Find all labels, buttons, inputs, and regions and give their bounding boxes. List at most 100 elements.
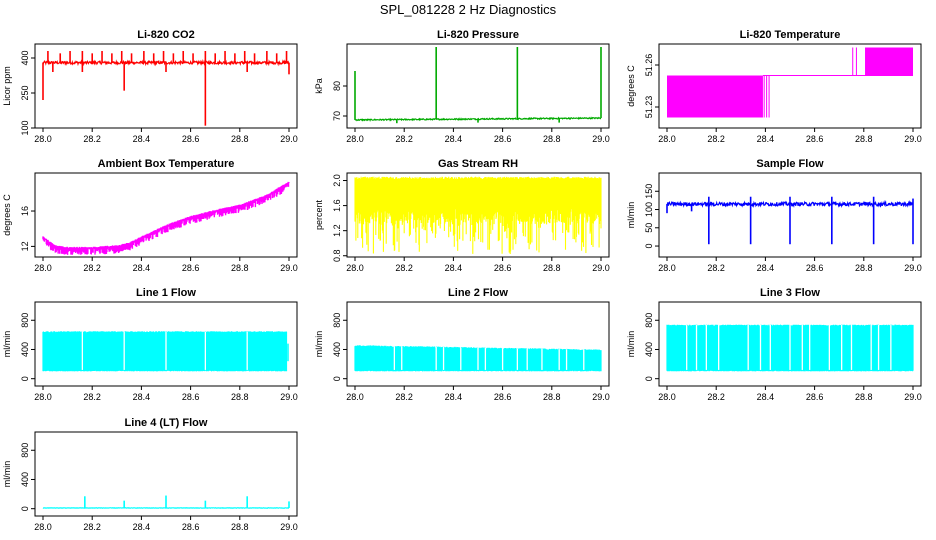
panel-line1: Line 1 Flow ml/min 28.0 28.2 28.4 28.6 28.8 29.… — [2, 287, 298, 402]
y-tick-label: 0 — [20, 506, 30, 511]
x-tick-label: 28.6 — [182, 522, 200, 532]
panel-title: Li-820 Pressure — [437, 29, 519, 41]
plot-frame — [346, 172, 610, 258]
x-tick-label: 28.8 — [855, 263, 873, 273]
y-tick-label: 0 — [644, 244, 654, 249]
low-block — [667, 75, 763, 118]
panel-sample_flow: Sample Flow ml/min 28.0 28.2 28.4 28.6 28.8 29.… — [626, 158, 922, 273]
x-tick-label: 28.4 — [757, 263, 775, 273]
x-tick-label: 28.6 — [806, 134, 824, 144]
series-rh — [354, 176, 602, 254]
series-line2 — [354, 345, 602, 372]
plot-frame — [34, 431, 298, 517]
x-tick-label: 28.4 — [133, 134, 151, 144]
x-tick-label: 28.2 — [395, 392, 413, 402]
y-tick-label: 800 — [20, 313, 30, 328]
x-tick-label: 28.2 — [83, 263, 101, 273]
x-tick-label: 28.2 — [83, 134, 101, 144]
y-axis-label: Licor ppm — [2, 66, 12, 106]
plot-frame — [658, 172, 922, 258]
y-tick-label: 100 — [20, 120, 30, 135]
x-tick-label: 28.0 — [658, 392, 676, 402]
x-tick-label: 29.0 — [904, 134, 922, 144]
x-tick-label: 29.0 — [592, 392, 610, 402]
x-tick-label: 29.0 — [280, 263, 298, 273]
x-tick-label: 28.8 — [855, 392, 873, 402]
y-tick-label: 800 — [332, 313, 342, 328]
series-band — [354, 176, 602, 254]
series-line3 — [666, 324, 914, 372]
y-axis-label: ml/min — [2, 461, 12, 488]
panel-line4: Line 4 (LT) Flow ml/min 28.0 28.2 28.4 28.6 28… — [2, 417, 298, 532]
y-tick-label: 51.23 — [644, 96, 654, 119]
series-sample_flow — [666, 196, 914, 245]
panel-title: Line 4 (LT) Flow — [125, 417, 208, 429]
x-tick-label: 28.8 — [543, 134, 561, 144]
y-tick-label: 2.0 — [332, 174, 342, 187]
y-tick-label: 250 — [20, 85, 30, 100]
x-tick-label: 28.2 — [395, 263, 413, 273]
panel-title: Sample Flow — [756, 158, 824, 170]
y-tick-label: 400 — [20, 342, 30, 357]
x-tick-label: 28.4 — [133, 522, 151, 532]
panel-title: Line 2 Flow — [448, 287, 508, 299]
x-tick-label: 28.2 — [83, 522, 101, 532]
x-tick-label: 28.6 — [806, 392, 824, 402]
x-tick-label: 28.8 — [543, 263, 561, 273]
series-ambient — [42, 181, 290, 255]
x-tick-label: 28.6 — [494, 134, 512, 144]
x-tick-label: 28.2 — [83, 392, 101, 402]
x-tick-label: 29.0 — [904, 263, 922, 273]
series-co2 — [42, 51, 290, 126]
y-tick-label: 80 — [332, 81, 342, 91]
y-tick-label: 800 — [20, 443, 30, 458]
y-tick-label: 0 — [332, 376, 342, 381]
y-axis-label: ml/min — [626, 331, 636, 358]
x-tick-label: 28.4 — [133, 392, 151, 402]
x-tick-label: 28.0 — [34, 134, 52, 144]
panel-title: Li-820 CO2 — [137, 29, 194, 41]
x-tick-label: 29.0 — [280, 522, 298, 532]
x-tick-label: 28.6 — [182, 263, 200, 273]
y-tick-label: 400 — [20, 472, 30, 487]
y-axis-label: ml/min — [314, 331, 324, 358]
panel-title: Line 3 Flow — [760, 287, 820, 299]
x-tick-label: 28.0 — [346, 263, 364, 273]
x-tick-label: 28.0 — [34, 263, 52, 273]
series-line1 — [42, 331, 289, 372]
y-tick-label: 1.2 — [332, 224, 342, 237]
x-tick-label: 28.6 — [806, 263, 824, 273]
figure-title: SPL_081228 2 Hz Diagnostics — [379, 2, 557, 17]
y-tick-label: 400 — [332, 342, 342, 357]
x-tick-label: 28.4 — [445, 263, 463, 273]
series-pressure — [354, 47, 602, 124]
y-tick-label: 51.26 — [644, 54, 654, 77]
y-tick-label: 150 — [644, 184, 654, 199]
panel-ambient: Ambient Box Temperature degrees C 28.0 28.2… — [2, 158, 298, 273]
x-tick-label: 28.0 — [658, 134, 676, 144]
x-tick-label: 28.4 — [445, 134, 463, 144]
plot-frame — [658, 301, 922, 387]
panel-title: Gas Stream RH — [438, 158, 518, 170]
series-line4 — [42, 495, 290, 510]
y-axis-label: ml/min — [626, 202, 636, 229]
x-tick-label: 28.2 — [707, 263, 725, 273]
series-block — [42, 331, 288, 372]
y-tick-label: 12 — [20, 241, 30, 251]
series-band — [42, 181, 290, 255]
x-tick-label: 28.6 — [494, 392, 512, 402]
y-axis-label: degrees C — [626, 65, 636, 107]
x-tick-label: 28.0 — [34, 522, 52, 532]
x-tick-label: 28.8 — [855, 134, 873, 144]
panel-title: Li-820 Temperature — [740, 29, 841, 41]
x-tick-label: 28.6 — [182, 392, 200, 402]
y-tick-label: 100 — [644, 202, 654, 217]
y-tick-label: 50 — [644, 223, 654, 233]
x-tick-label: 28.4 — [757, 134, 775, 144]
x-tick-label: 28.8 — [231, 392, 249, 402]
panel-temperature: Li-820 Temperature degrees C 28.0 28.2 28.4 2… — [626, 29, 922, 144]
panel-pressure: Li-820 Pressure kPa 28.0 28.2 28.4 28.6 28.8 29… — [314, 29, 610, 144]
y-tick-label: 800 — [644, 313, 654, 328]
plot-frame — [346, 43, 610, 129]
